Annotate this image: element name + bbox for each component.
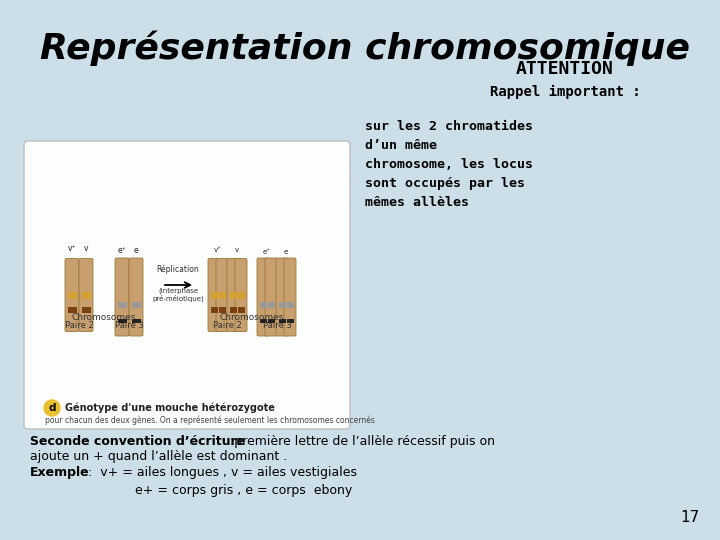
Bar: [132, 302, 140, 308]
Bar: [279, 319, 286, 323]
Text: v: v: [235, 247, 239, 253]
Text: e: e: [284, 249, 288, 255]
FancyBboxPatch shape: [257, 258, 269, 336]
Bar: [259, 319, 266, 323]
Text: ajoute un + quand l’allèle est dominant .: ajoute un + quand l’allèle est dominant …: [30, 450, 287, 463]
Bar: [287, 319, 294, 323]
Bar: [268, 302, 274, 308]
Text: e: e: [134, 246, 138, 255]
Bar: [81, 292, 91, 299]
Bar: [210, 292, 217, 299]
Text: e⁺: e⁺: [263, 249, 271, 255]
Text: Représentation chromosomique: Représentation chromosomique: [40, 30, 690, 65]
Text: :  v+ = ailes longues , v = ailes vestigiales: : v+ = ailes longues , v = ailes vestigi…: [84, 466, 357, 479]
Text: Seconde convention d’écriture: Seconde convention d’écriture: [30, 435, 245, 448]
Bar: [287, 302, 294, 308]
Text: Rappel important :: Rappel important :: [490, 85, 640, 99]
Text: Paire 3: Paire 3: [263, 321, 292, 330]
FancyBboxPatch shape: [235, 259, 247, 332]
FancyBboxPatch shape: [216, 259, 228, 332]
Text: Chromosomes: Chromosomes: [72, 313, 136, 322]
Bar: [279, 302, 286, 308]
Text: e+ = corps gris , e = corps  ebony: e+ = corps gris , e = corps ebony: [135, 484, 352, 497]
Bar: [259, 302, 266, 308]
Bar: [117, 319, 127, 323]
FancyBboxPatch shape: [115, 258, 129, 336]
Bar: [218, 307, 225, 313]
Text: pour chacun des deux gènes. On a représenté seulement les chromosomes concernés: pour chacun des deux gènes. On a représe…: [45, 415, 375, 425]
Text: Réplication: Réplication: [157, 265, 199, 274]
Text: ATTENTION: ATTENTION: [516, 60, 614, 78]
FancyBboxPatch shape: [129, 258, 143, 336]
Bar: [81, 307, 91, 313]
Bar: [132, 319, 140, 323]
Text: pré-méiotique): pré-méiotique): [152, 295, 204, 302]
Text: v⁺: v⁺: [214, 247, 222, 253]
Bar: [238, 307, 245, 313]
Text: Paire 2: Paire 2: [212, 321, 241, 330]
Text: Exemple: Exemple: [30, 466, 89, 479]
Text: :première lettre de l’allèle récessif puis on: :première lettre de l’allèle récessif pu…: [226, 435, 495, 448]
Text: v⁺: v⁺: [68, 244, 76, 253]
FancyBboxPatch shape: [208, 259, 220, 332]
Circle shape: [44, 400, 60, 416]
Bar: [117, 302, 127, 308]
Text: (interphase: (interphase: [158, 287, 198, 294]
Bar: [230, 307, 236, 313]
Text: d: d: [48, 403, 55, 413]
Text: sur les 2 chromatides
d’un même
chromosome, les locus
sont occupés par les
mêmes: sur les 2 chromatides d’un même chromoso…: [365, 120, 533, 209]
Text: Paire 2: Paire 2: [65, 321, 94, 330]
FancyBboxPatch shape: [65, 259, 79, 332]
Text: 17: 17: [680, 510, 700, 525]
FancyBboxPatch shape: [24, 141, 350, 429]
Text: Génotype d'une mouche hétérozygote: Génotype d'une mouche hétérozygote: [65, 403, 275, 413]
Bar: [230, 292, 236, 299]
Bar: [68, 307, 76, 313]
FancyBboxPatch shape: [79, 259, 93, 332]
FancyBboxPatch shape: [284, 258, 296, 336]
FancyBboxPatch shape: [265, 258, 277, 336]
Text: v: v: [84, 244, 89, 253]
FancyBboxPatch shape: [227, 259, 239, 332]
Text: Chromosomes: Chromosomes: [220, 313, 284, 322]
Bar: [210, 307, 217, 313]
Bar: [268, 319, 274, 323]
FancyBboxPatch shape: [276, 258, 288, 336]
Bar: [238, 292, 245, 299]
Text: e⁺: e⁺: [117, 246, 127, 255]
Text: Paire 3: Paire 3: [114, 321, 143, 330]
Bar: [218, 292, 225, 299]
Bar: [68, 292, 76, 299]
